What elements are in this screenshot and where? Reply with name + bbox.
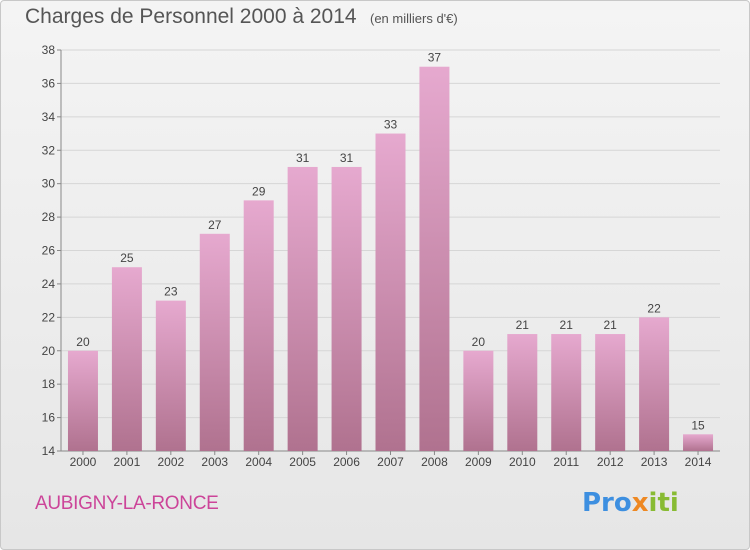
y-tick-label: 30 <box>42 177 56 191</box>
y-tick-label: 24 <box>42 277 56 291</box>
y-tick-label: 32 <box>42 143 56 157</box>
x-tick-label: 2001 <box>114 455 141 469</box>
y-tick-label: 16 <box>42 411 56 425</box>
labels: 14 16 18 20 22 24 26 28 30 32 34 36 38 20 2000 25 2001 23… <box>42 43 712 469</box>
x-tick-label: 2011 <box>553 455 579 469</box>
x-tick-label: 2006 <box>333 455 360 469</box>
x-tick-label: 2000 <box>70 455 97 469</box>
y-tick-label: 20 <box>42 344 56 358</box>
bar <box>507 334 538 451</box>
bar <box>419 66 450 451</box>
logo-part-2: x <box>631 488 649 518</box>
bar <box>463 350 494 451</box>
data-label: 23 <box>164 285 178 299</box>
y-tick-label: 22 <box>42 310 56 324</box>
x-tick-label: 2005 <box>289 455 316 469</box>
bar <box>639 317 670 451</box>
bar <box>67 350 98 451</box>
data-label: 21 <box>516 318 530 332</box>
x-tick-label: 2014 <box>685 455 712 469</box>
data-label: 31 <box>296 151 310 165</box>
commune-name: AUBIGNY-LA-RONCE <box>35 493 219 514</box>
data-label: 20 <box>76 335 90 349</box>
bar <box>375 133 406 451</box>
bar <box>155 300 186 451</box>
chart-title: Charges de Personnel 2000 à 2014 <box>25 5 357 28</box>
y-tick-label: 26 <box>42 244 56 258</box>
bar <box>331 166 362 452</box>
proxiti-logo: Proxiti <box>582 488 679 518</box>
chart-subtitle: (en milliers d'€) <box>370 11 458 26</box>
bar <box>551 334 582 451</box>
data-label: 31 <box>340 151 354 165</box>
bars <box>67 66 714 452</box>
bar <box>199 233 230 451</box>
x-tick-label: 2010 <box>509 455 536 469</box>
data-label: 37 <box>428 51 442 65</box>
bar <box>595 334 626 451</box>
data-label: 20 <box>472 335 486 349</box>
bar <box>683 434 714 451</box>
logo-part-3: iti <box>648 488 679 518</box>
y-tick-label: 38 <box>42 43 56 57</box>
x-tick-label: 2009 <box>465 455 492 469</box>
y-tick-label: 34 <box>42 110 56 124</box>
x-tick-label: 2007 <box>377 455 404 469</box>
x-tick-label: 2008 <box>421 455 448 469</box>
x-tick-label: 2002 <box>157 455 184 469</box>
logo-part-1: Pro <box>582 488 632 518</box>
y-tick-label: 28 <box>42 210 56 224</box>
data-label: 27 <box>208 218 222 232</box>
x-tick-label: 2012 <box>597 455 624 469</box>
data-label: 15 <box>691 418 705 432</box>
x-tick-label: 2013 <box>641 455 668 469</box>
data-label: 22 <box>647 301 661 315</box>
data-label: 25 <box>120 251 134 265</box>
data-label: 21 <box>603 318 617 332</box>
x-tick-label: 2003 <box>201 455 228 469</box>
x-tick-label: 2004 <box>245 455 272 469</box>
y-tick-label: 18 <box>42 377 56 391</box>
data-label: 21 <box>560 318 574 332</box>
bar <box>287 166 318 452</box>
data-label: 29 <box>252 184 266 198</box>
y-tick-label: 14 <box>42 444 56 458</box>
bar <box>111 267 142 451</box>
bar <box>243 200 274 451</box>
y-tick-label: 36 <box>42 76 56 90</box>
data-label: 33 <box>384 118 398 132</box>
